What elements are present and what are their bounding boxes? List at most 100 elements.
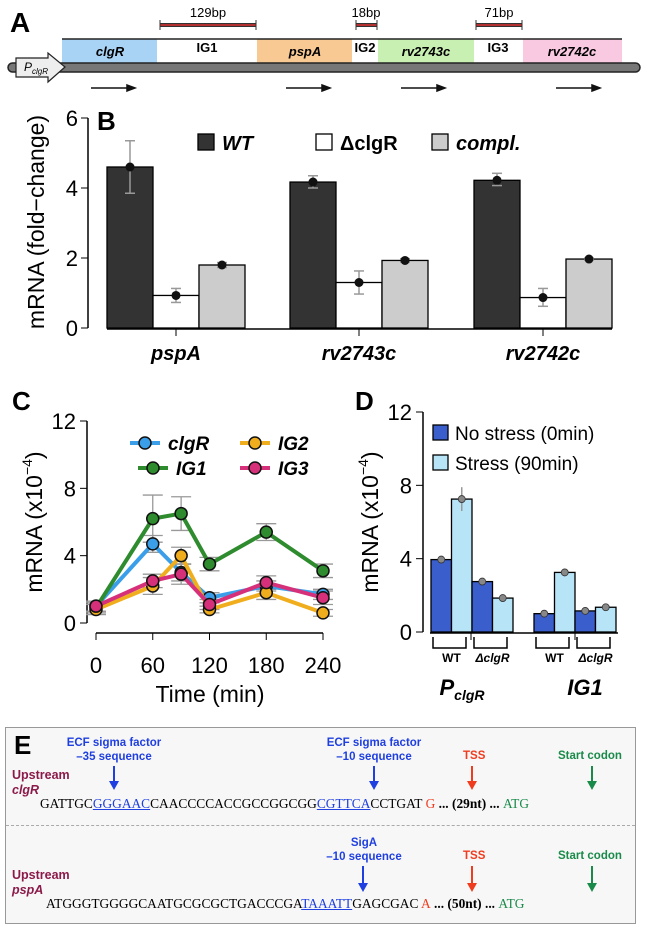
x-tick-label: rv2742c <box>506 343 581 365</box>
ig1-box <box>157 39 257 63</box>
ecf-35-annotation: ECF sigma factor –35 sequence <box>66 737 162 763</box>
legend-label: clgR <box>168 434 209 455</box>
y-tick-label: 0 <box>64 611 76 636</box>
ig1-size-bracket: 129bp <box>159 5 257 30</box>
start-codon-annotation-1: Start codon <box>558 750 622 762</box>
siga-10-annotation: SigA –10 sequence <box>326 837 402 863</box>
data-point <box>457 495 466 503</box>
dna-backbone <box>7 62 641 73</box>
legend-marker <box>146 461 160 475</box>
ig1-label: IG1 <box>197 40 218 55</box>
row2-label: Upstream pspA <box>12 868 70 897</box>
legend-marker <box>138 436 152 450</box>
legend-label: IG3 <box>278 459 309 480</box>
ig3-box <box>474 39 523 63</box>
x-tick-label: 240 <box>305 653 342 678</box>
panel-d-y-axis-label: mRNA (x10−4) <box>355 451 383 592</box>
series-line-IG3 <box>95 572 324 608</box>
gene-label-clgr: clgR <box>96 44 125 59</box>
panel-label-e: E <box>14 730 32 760</box>
data-point <box>492 175 502 185</box>
data-point-IG2 <box>174 548 188 563</box>
panel-b-bar-chart: B mRNA (fold−change) 0 2 4 6 pspA rv2743c rv27… <box>23 106 613 365</box>
y-tick-label: 0 <box>400 620 412 645</box>
panel-label-d: D <box>355 386 374 416</box>
data-point <box>308 177 318 187</box>
panel-d-group-label-pclgr: PclgR <box>439 675 485 703</box>
data-point <box>601 603 610 612</box>
y-tick-label: 12 <box>388 400 412 425</box>
x-tick-label: rv2743c <box>322 343 397 365</box>
legend-label: Stress (90min) <box>455 454 579 475</box>
row-divider <box>6 825 635 826</box>
data-point-IG2 <box>316 606 330 620</box>
data-point-IG3 <box>202 597 217 612</box>
y-tick-label: 4 <box>66 176 78 201</box>
strain-bracket <box>432 637 467 649</box>
data-point <box>125 162 135 172</box>
legend-marker <box>248 436 262 450</box>
series-line-IG2 <box>95 553 324 615</box>
y-tick-label: 4 <box>64 544 76 569</box>
data-point-IG3 <box>174 567 188 581</box>
ig3-label: IG3 <box>488 40 509 55</box>
legend-label: IG1 <box>176 459 207 480</box>
legend-label: compl. <box>456 133 520 155</box>
x-tick-label: pspA <box>150 343 201 365</box>
data-point-IG3 <box>89 599 103 613</box>
gene-label-rv2742c: rv2742c <box>548 44 597 59</box>
y-tick-label: 0 <box>66 316 78 341</box>
panel-label-b: B <box>97 106 116 136</box>
transcription-arrows <box>91 83 603 93</box>
panel-c-y-axis-label: mRNA (x10−4) <box>19 451 47 592</box>
strain-label: ΔclgR <box>577 651 612 665</box>
data-point-IG1 <box>146 511 160 526</box>
panel-label-c: C <box>12 386 31 416</box>
legend-swatch <box>315 133 333 151</box>
data-point <box>171 290 181 300</box>
data-point-IG3 <box>259 575 273 590</box>
ig1-size-label: 129bp <box>190 5 226 20</box>
ig3-size-label: 71bp <box>485 5 514 20</box>
y-tick-label: 6 <box>66 106 78 131</box>
gene-box-rv2742c <box>523 39 622 63</box>
data-point <box>498 594 507 602</box>
bar-2 <box>565 258 613 329</box>
bar-0 <box>289 181 337 329</box>
ig2-label: IG2 <box>355 40 376 55</box>
bar-1 <box>553 571 576 633</box>
x-tick-label: 120 <box>191 653 228 678</box>
data-point <box>437 555 446 564</box>
legend-label: ΔclgR <box>340 133 398 155</box>
data-point <box>560 568 569 577</box>
arrow-down-icon <box>467 766 477 790</box>
clgr-upstream-sequence: GATTGCGGGAACCAACCCCACCGCCGGCGGCGTTCACCTG… <box>40 796 529 811</box>
data-point-IG1 <box>174 506 188 521</box>
panel-d-group-label-ig1: IG1 <box>567 675 602 700</box>
data-point <box>354 278 364 287</box>
promoter-label: PclgR <box>24 60 48 76</box>
arrow-down-icon <box>109 766 119 790</box>
data-point <box>478 577 487 586</box>
bar-2 <box>381 259 429 329</box>
gene-box-rv2743c <box>378 39 474 63</box>
data-point-IG1 <box>316 564 330 578</box>
legend-label: No stress (0min) <box>455 424 594 445</box>
strain-bracket <box>535 637 570 649</box>
data-point-IG1 <box>259 525 273 539</box>
strain-bracket <box>576 637 611 649</box>
start-codon-annotation-2: Start codon <box>558 850 622 862</box>
data-point-IG1 <box>202 557 217 571</box>
arrow-down-icon <box>467 866 477 892</box>
row1-label: Upstream clgR <box>12 768 70 797</box>
bar-0 <box>430 558 453 633</box>
gene-label-rv2743c: rv2743c <box>402 44 451 59</box>
bar-1 <box>450 498 473 633</box>
panel-label-a: A <box>10 7 30 38</box>
gene-label-pspa: pspA <box>288 44 322 59</box>
legend-swatch <box>432 454 449 471</box>
data-point <box>400 255 410 265</box>
